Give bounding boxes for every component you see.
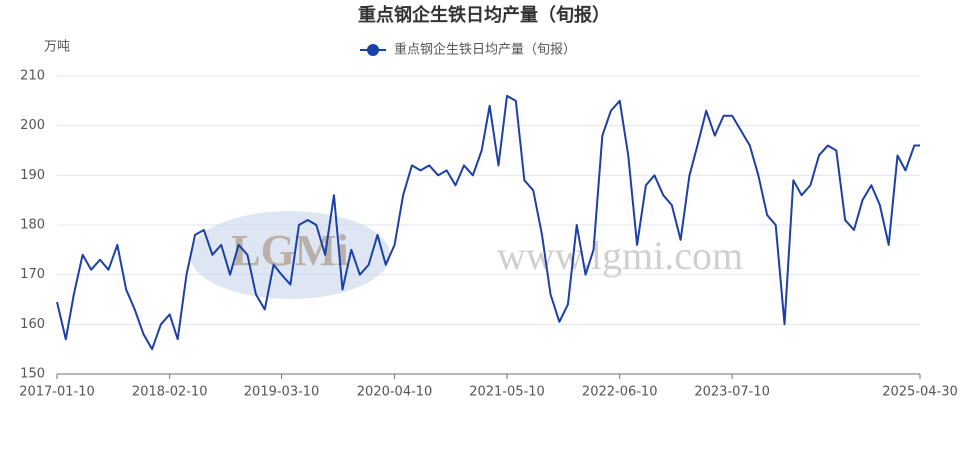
watermark: www.lgmi.com — [497, 233, 743, 278]
y-tick-label: 190 — [20, 168, 45, 183]
legend-label: 重点钢企生铁日均产量（旬报） — [394, 42, 576, 58]
x-tick-label: 2020-04-10 — [357, 385, 433, 400]
data-line — [56, 94, 920, 351]
x-tick-label: 2023-07-10 — [694, 385, 770, 400]
y-tick-label: 180 — [20, 218, 45, 233]
y-tick-label: 150 — [20, 367, 45, 382]
x-tick-label: 2025-04-30 — [882, 385, 958, 400]
x-tick-label: 2017-01-10 — [19, 385, 95, 400]
logo-shape — [190, 211, 390, 299]
y-axis-label: 万吨 — [44, 40, 70, 55]
x-tick-label: 2021-05-10 — [469, 385, 545, 400]
y-tick-label: 170 — [20, 267, 45, 282]
y-tick-label: 210 — [20, 69, 45, 84]
y-tick-label: 160 — [20, 317, 45, 332]
x-tick-label: 2022-06-10 — [582, 385, 658, 400]
x-tick-label: 2019-03-10 — [244, 385, 320, 400]
chart-title: 重点钢企生铁日均产量（旬报） — [358, 4, 610, 26]
logo-text: LGMi — [231, 226, 348, 275]
y-tick-label: 200 — [20, 118, 45, 133]
legend-marker — [367, 44, 379, 56]
x-tick-label: 2018-02-10 — [132, 385, 208, 400]
